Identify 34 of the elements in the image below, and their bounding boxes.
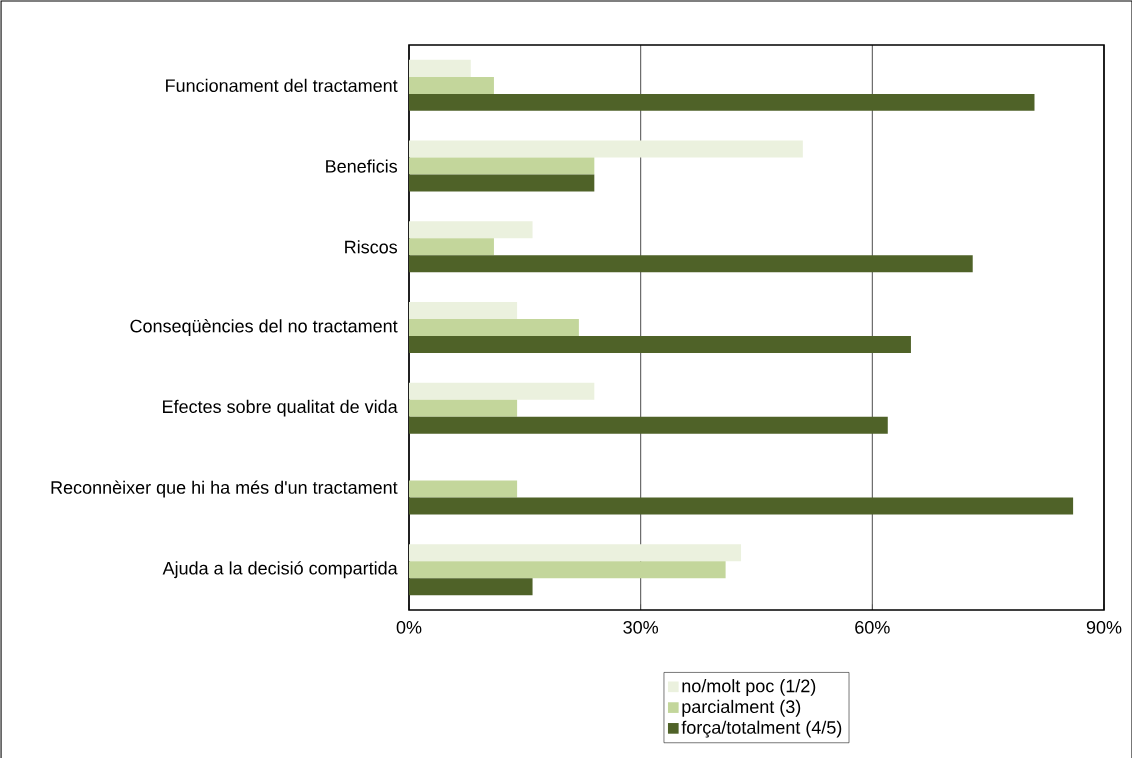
bar: [409, 416, 888, 434]
bar: [409, 174, 595, 192]
bar: [409, 544, 742, 562]
bar: [409, 382, 595, 400]
y-tick-label: Efectes sobre qualitat de vida: [163, 399, 398, 417]
bar: [409, 140, 803, 158]
bar: [409, 59, 471, 77]
x-tick-label: 90%: [1086, 620, 1122, 634]
bar: [409, 93, 1035, 111]
y-tick-label: Beneficis: [326, 159, 398, 173]
y-tick-label: Riscos: [345, 240, 398, 254]
bar: [409, 561, 726, 579]
y-tick-label: Conseqüències del no tractament: [130, 319, 398, 337]
y-tick-label: Reconnèixer que hi ha més d'un tractament: [51, 480, 398, 498]
legend-label: força/totalment (4/5): [681, 720, 842, 738]
legend-label: no/molt poc (1/2): [682, 679, 816, 696]
bar: [409, 497, 1074, 515]
legend-label: parcialment (3): [682, 699, 801, 717]
x-tick-label: 60%: [855, 620, 890, 634]
bar: [409, 221, 533, 239]
bar: [409, 157, 595, 175]
x-tick-label: 0%: [396, 620, 422, 634]
bar: [409, 76, 494, 94]
y-tick-label: Ajuda a la decisió compartida: [162, 561, 398, 579]
x-tick-label: 30%: [623, 620, 659, 634]
bar: [409, 578, 533, 596]
bar: [409, 480, 518, 498]
bar: [409, 238, 494, 256]
bar: [409, 336, 911, 354]
bar: [409, 255, 973, 273]
y-tick-label: Funcionament del tractament: [166, 78, 398, 92]
bar: [409, 319, 579, 337]
bar: [409, 302, 518, 320]
bar: [409, 399, 518, 417]
